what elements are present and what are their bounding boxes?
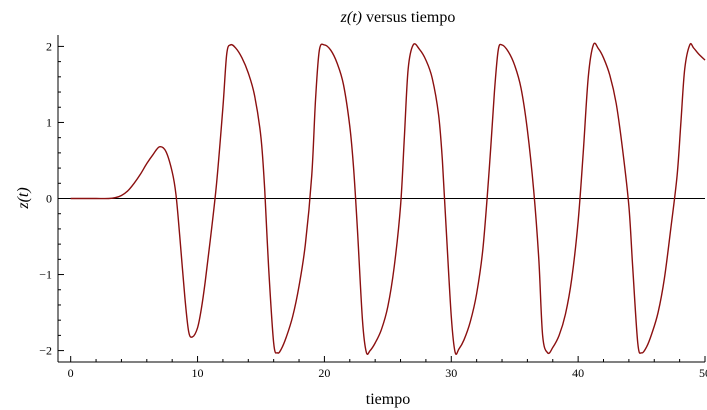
y-tick-label: 2 [46,39,52,53]
chart-title-function: z(t) [340,9,362,26]
y-tick-label: −1 [39,268,52,282]
x-tick-label: 40 [572,366,584,380]
x-tick-label: 0 [68,366,74,380]
x-tick-label: 20 [318,366,330,380]
x-tick-label: 30 [445,366,457,380]
x-axis-title: tiempo [366,391,410,408]
series-line [70,42,706,355]
y-tick-label: 1 [46,115,52,129]
y-axis-title: z(t) [15,187,32,209]
x-tick-label: 10 [192,366,204,380]
chart-title: z(t) versus tiempo [340,9,456,26]
y-tick-label: −2 [39,344,52,358]
chart-title-text: versus tiempo [362,9,455,26]
y-tick-label: 0 [46,192,52,206]
x-tick-label: 50 [699,366,707,380]
axis-ticks: 0 10 20 30 40 50 −2 −1 0 1 2 [39,39,707,380]
